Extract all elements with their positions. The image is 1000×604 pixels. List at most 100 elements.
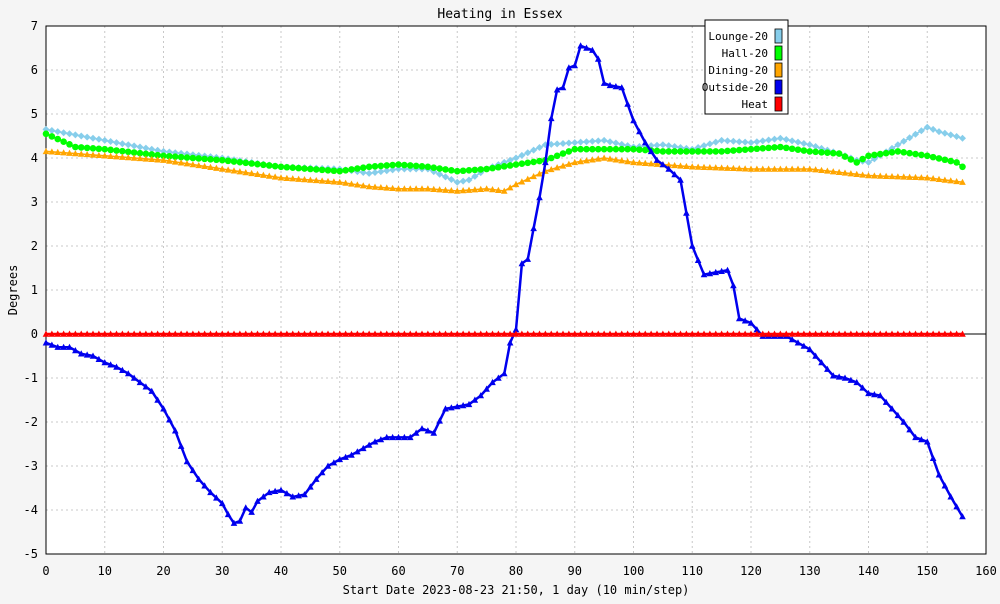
data-point bbox=[865, 158, 872, 166]
series-outside-20 bbox=[42, 42, 966, 526]
data-point bbox=[166, 157, 173, 164]
data-point bbox=[953, 133, 961, 141]
data-point bbox=[359, 444, 367, 452]
data-point bbox=[389, 166, 397, 174]
data-point bbox=[495, 330, 502, 337]
data-point bbox=[959, 513, 966, 520]
data-point bbox=[72, 330, 79, 337]
data-point bbox=[465, 176, 473, 184]
data-point bbox=[471, 330, 479, 337]
data-point bbox=[189, 154, 197, 162]
x-tick-label: 60 bbox=[391, 564, 405, 578]
x-tick-label: 100 bbox=[623, 564, 645, 578]
data-point bbox=[377, 162, 385, 170]
data-point bbox=[201, 155, 208, 163]
data-point bbox=[354, 165, 361, 172]
data-point bbox=[406, 162, 414, 169]
data-point bbox=[195, 161, 203, 169]
data-point bbox=[77, 330, 85, 337]
data-point bbox=[694, 330, 702, 337]
data-point bbox=[230, 167, 238, 174]
data-point bbox=[389, 330, 396, 337]
data-point bbox=[694, 148, 702, 155]
data-point bbox=[254, 160, 261, 168]
data-point bbox=[800, 330, 808, 337]
data-point bbox=[177, 153, 185, 161]
data-point bbox=[154, 330, 161, 337]
y-tick-label: -5 bbox=[24, 547, 38, 561]
data-point bbox=[119, 147, 126, 155]
data-point bbox=[242, 330, 250, 337]
data-point bbox=[448, 330, 455, 337]
data-point bbox=[806, 345, 814, 353]
data-point bbox=[653, 147, 661, 155]
data-point bbox=[918, 151, 925, 159]
data-point bbox=[295, 175, 302, 182]
data-point bbox=[876, 392, 884, 399]
data-point bbox=[747, 165, 755, 172]
data-point bbox=[213, 494, 220, 501]
data-point bbox=[312, 166, 320, 173]
data-point bbox=[271, 173, 279, 180]
data-point bbox=[818, 359, 825, 366]
data-point bbox=[794, 330, 802, 337]
data-point bbox=[606, 155, 614, 162]
data-point bbox=[42, 130, 50, 138]
data-point bbox=[359, 164, 367, 171]
data-point bbox=[72, 347, 79, 354]
data-point bbox=[453, 403, 461, 410]
data-point bbox=[777, 165, 784, 172]
data-point bbox=[60, 343, 67, 350]
data-point bbox=[571, 330, 579, 337]
data-point bbox=[412, 162, 420, 170]
data-point bbox=[565, 64, 573, 71]
tick-labels: 0 10 20 30 40 50 60 70 80 90 100 110 120 130 140 150 160… bbox=[24, 19, 997, 578]
y-tick-label: 1 bbox=[31, 283, 38, 297]
data-point bbox=[624, 330, 631, 337]
y-tick-label: -3 bbox=[24, 459, 38, 473]
data-point bbox=[559, 139, 567, 147]
data-point bbox=[54, 148, 62, 155]
data-point bbox=[724, 147, 731, 155]
data-point bbox=[189, 161, 197, 168]
data-point bbox=[683, 162, 690, 170]
data-point bbox=[524, 330, 532, 337]
data-point bbox=[853, 170, 861, 177]
data-point bbox=[148, 151, 156, 158]
data-point bbox=[765, 165, 772, 172]
data-point bbox=[859, 384, 866, 391]
data-point bbox=[142, 150, 150, 158]
data-point bbox=[688, 242, 696, 249]
data-point bbox=[824, 167, 831, 174]
data-point bbox=[912, 330, 919, 337]
data-point bbox=[489, 164, 496, 172]
data-point bbox=[706, 270, 714, 277]
data-point bbox=[835, 373, 843, 380]
data-point bbox=[512, 161, 520, 168]
legend-swatch bbox=[774, 79, 783, 95]
data-point bbox=[688, 330, 696, 337]
data-point bbox=[312, 475, 320, 482]
data-point bbox=[218, 330, 226, 337]
data-point bbox=[265, 162, 273, 169]
data-point bbox=[829, 330, 837, 337]
data-point bbox=[401, 185, 408, 192]
data-point bbox=[359, 330, 367, 337]
data-point bbox=[536, 194, 543, 201]
data-point bbox=[354, 330, 361, 337]
data-point bbox=[453, 167, 461, 175]
data-point bbox=[213, 164, 220, 171]
data-point bbox=[659, 330, 667, 337]
data-point bbox=[777, 143, 784, 151]
data-point bbox=[923, 330, 931, 337]
data-point bbox=[418, 163, 426, 170]
data-point bbox=[589, 145, 596, 153]
data-point bbox=[665, 165, 673, 172]
data-point bbox=[959, 163, 966, 171]
data-point bbox=[312, 176, 320, 184]
data-point bbox=[559, 330, 567, 337]
data-point bbox=[636, 159, 643, 166]
data-point bbox=[471, 396, 479, 403]
legend-label: Lounge-20 bbox=[708, 30, 768, 43]
